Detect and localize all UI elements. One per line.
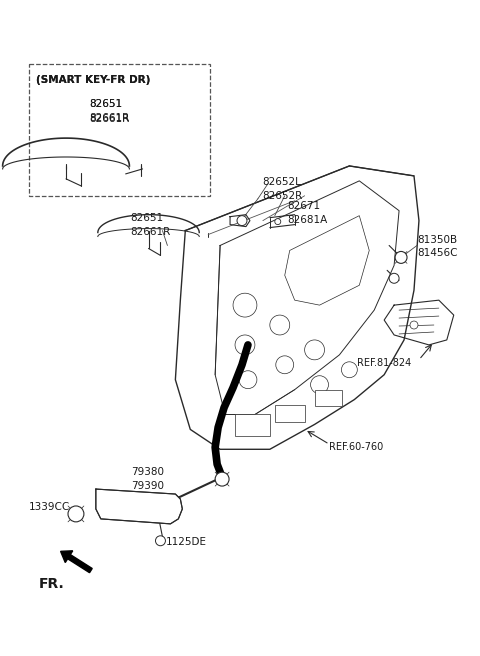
Text: 81456C: 81456C (417, 249, 457, 258)
Circle shape (395, 251, 407, 263)
Text: 82652R: 82652R (262, 191, 302, 201)
Text: 79380: 79380 (131, 467, 164, 477)
Text: 82661R: 82661R (131, 226, 171, 237)
Circle shape (276, 356, 294, 374)
FancyBboxPatch shape (314, 390, 342, 405)
Text: 82681A: 82681A (288, 215, 328, 224)
Circle shape (215, 472, 229, 486)
Circle shape (275, 218, 281, 224)
Text: REF.60-760: REF.60-760 (329, 442, 384, 453)
Circle shape (235, 335, 255, 355)
Text: (SMART KEY-FR DR): (SMART KEY-FR DR) (36, 75, 151, 85)
Polygon shape (96, 489, 182, 524)
Text: 82651: 82651 (89, 99, 122, 110)
Text: 1125DE: 1125DE (166, 537, 206, 547)
Text: 82652L: 82652L (262, 177, 301, 187)
Text: 82661R: 82661R (89, 113, 129, 123)
FancyBboxPatch shape (275, 405, 305, 422)
FancyBboxPatch shape (235, 415, 270, 436)
FancyBboxPatch shape (29, 64, 210, 195)
FancyArrow shape (60, 551, 92, 573)
Text: (SMART KEY-FR DR): (SMART KEY-FR DR) (36, 75, 151, 85)
Text: 79390: 79390 (131, 481, 164, 491)
Circle shape (270, 315, 290, 335)
Text: 82651: 82651 (131, 213, 164, 222)
Circle shape (68, 506, 84, 522)
Circle shape (237, 216, 247, 226)
Circle shape (389, 274, 399, 283)
Text: FR.: FR. (39, 577, 65, 590)
Circle shape (156, 536, 166, 546)
Text: 82661R: 82661R (89, 114, 129, 124)
Text: 82671: 82671 (288, 201, 321, 211)
Circle shape (410, 321, 418, 329)
Circle shape (233, 293, 257, 317)
Text: 82651: 82651 (89, 99, 122, 110)
Circle shape (239, 371, 257, 388)
Circle shape (311, 376, 328, 394)
Text: 81350B: 81350B (417, 235, 457, 245)
Text: REF.81-824: REF.81-824 (357, 358, 411, 368)
Circle shape (305, 340, 324, 359)
Text: 1339CC: 1339CC (29, 502, 71, 512)
Circle shape (341, 362, 357, 378)
Polygon shape (285, 216, 369, 305)
